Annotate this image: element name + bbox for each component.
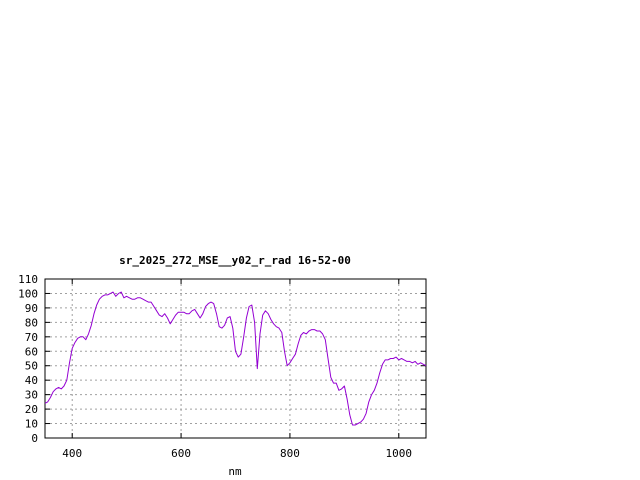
y-tick-label: 50 — [25, 360, 38, 373]
x-tick-label: 400 — [62, 447, 82, 460]
grid-lines — [45, 279, 426, 438]
chart-title: sr_2025_272_MSE__y02_r_rad 16-52-00 — [119, 254, 351, 267]
y-tick-label: 100 — [18, 287, 38, 300]
y-tick-label: 10 — [25, 418, 38, 431]
x-tick-label: 800 — [280, 447, 300, 460]
x-tick-label: 600 — [171, 447, 191, 460]
series-group — [44, 291, 427, 426]
y-tick-label: 70 — [25, 331, 38, 344]
series-line — [44, 291, 427, 426]
y-tick-label: 30 — [25, 389, 38, 402]
x-axis-label: nm — [228, 465, 242, 478]
y-tick-label: 0 — [31, 432, 38, 445]
x-axis: 400 600 800 1000 — [62, 279, 412, 460]
y-tick-label: 60 — [25, 345, 38, 358]
y-tick-label: 110 — [18, 273, 38, 286]
plot-frame — [44, 278, 427, 439]
y-tick-label: 40 — [25, 374, 38, 387]
y-tick-label: 80 — [25, 316, 38, 329]
x-tick-label: 1000 — [386, 447, 413, 460]
y-tick-label: 20 — [25, 403, 38, 416]
y-tick-label: 90 — [25, 302, 38, 315]
